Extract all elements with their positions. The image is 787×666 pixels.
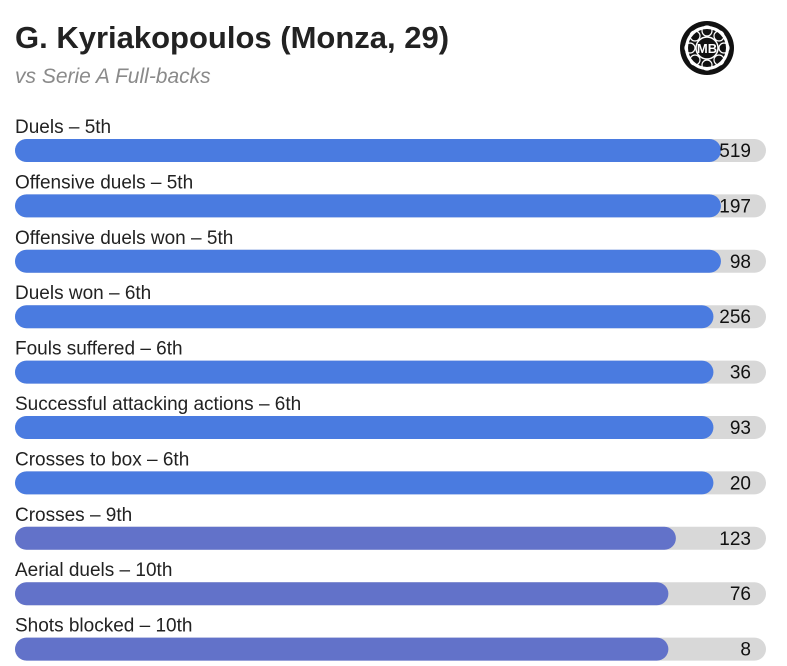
bar xyxy=(15,249,721,273)
bar xyxy=(15,139,721,162)
bar xyxy=(15,305,714,329)
mb-logo: MB xyxy=(680,21,734,75)
bar-label: Successful attacking actions – 6th xyxy=(15,394,301,415)
bar-value-label: 76 xyxy=(730,584,751,605)
bar-label: Crosses – 9th xyxy=(15,505,132,526)
logo-text: MB xyxy=(697,41,717,56)
bar-value-label: 8 xyxy=(740,640,751,661)
bar-value-label: 36 xyxy=(730,363,751,384)
bar xyxy=(15,471,714,495)
bar-value-label: 197 xyxy=(719,196,751,217)
chart-title: G. Kyriakopoulos (Monza, 29) xyxy=(15,20,450,55)
bar xyxy=(15,194,721,218)
bar-value-label: 20 xyxy=(730,473,751,494)
bar xyxy=(15,637,669,661)
bar-label: Duels – 5th xyxy=(15,117,111,138)
bar-label: Aerial duels – 10th xyxy=(15,560,172,581)
bar xyxy=(15,360,714,384)
bar-label: Offensive duels won – 5th xyxy=(15,228,233,249)
bar-label: Offensive duels – 5th xyxy=(15,172,193,193)
bar xyxy=(15,526,676,550)
bar xyxy=(15,416,714,439)
bar-label: Crosses to box – 6th xyxy=(15,449,189,470)
chart-subtitle: vs Serie A Full-backs xyxy=(15,65,211,88)
bar-value-label: 98 xyxy=(730,252,751,273)
bar-value-label: 256 xyxy=(719,307,751,328)
bar xyxy=(15,582,669,606)
bar-value-label: 123 xyxy=(719,529,751,550)
bar-value-label: 93 xyxy=(730,418,751,439)
bar-value-label: 519 xyxy=(719,141,751,162)
bar-label: Shots blocked – 10th xyxy=(15,616,192,637)
bar-label: Fouls suffered – 6th xyxy=(15,339,183,360)
bar-label: Duels won – 6th xyxy=(15,283,151,304)
